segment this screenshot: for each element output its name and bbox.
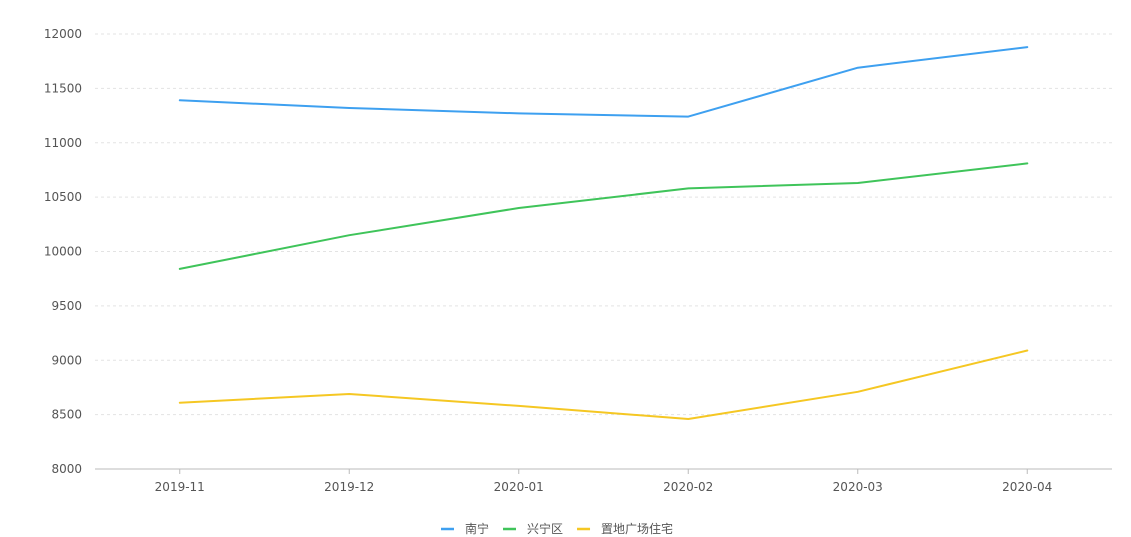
x-tick-label: 2020-03 xyxy=(833,480,883,494)
y-tick-label: 10000 xyxy=(44,245,82,259)
legend-label: 南宁 xyxy=(465,521,489,536)
legend[interactable]: 南宁 兴宁区 置地广场住宅 xyxy=(441,521,673,536)
legend-label: 兴宁区 xyxy=(527,521,563,536)
y-tick-label: 8000 xyxy=(51,462,82,476)
y-tick-label: 9000 xyxy=(51,353,82,367)
y-tick-label: 8500 xyxy=(51,408,82,422)
x-tick-label: 2019-12 xyxy=(324,480,374,494)
x-tick-label: 2020-01 xyxy=(494,480,544,494)
x-tick-label: 2019-11 xyxy=(155,480,205,494)
y-axis-ticks: 12000 11500 11000 10500 10000 9500 9000 8500 800… xyxy=(44,27,82,476)
legend-item-1[interactable]: 兴宁区 xyxy=(503,521,563,536)
series-lines xyxy=(178,46,1029,420)
legend-item-0[interactable]: 南宁 xyxy=(441,521,489,536)
series-line-2[interactable] xyxy=(178,349,1029,420)
series-line-1[interactable] xyxy=(178,162,1029,270)
x-tick-label: 2020-04 xyxy=(1002,480,1052,494)
legend-item-2[interactable]: 置地广场住宅 xyxy=(577,521,673,536)
y-tick-label: 11500 xyxy=(44,81,82,95)
grid-lines xyxy=(95,33,1112,416)
legend-label: 置地广场住宅 xyxy=(601,521,673,536)
y-tick-label: 11000 xyxy=(44,136,82,150)
y-tick-label: 12000 xyxy=(44,27,82,41)
y-tick-label: 10500 xyxy=(44,190,82,204)
x-axis-ticks: 2019-11 2019-12 2020-01 2020-02 2020-03 2020-… xyxy=(155,469,1052,494)
x-tick-label: 2020-02 xyxy=(663,480,713,494)
y-tick-label: 9500 xyxy=(51,299,82,313)
series-line-0[interactable] xyxy=(178,46,1029,118)
